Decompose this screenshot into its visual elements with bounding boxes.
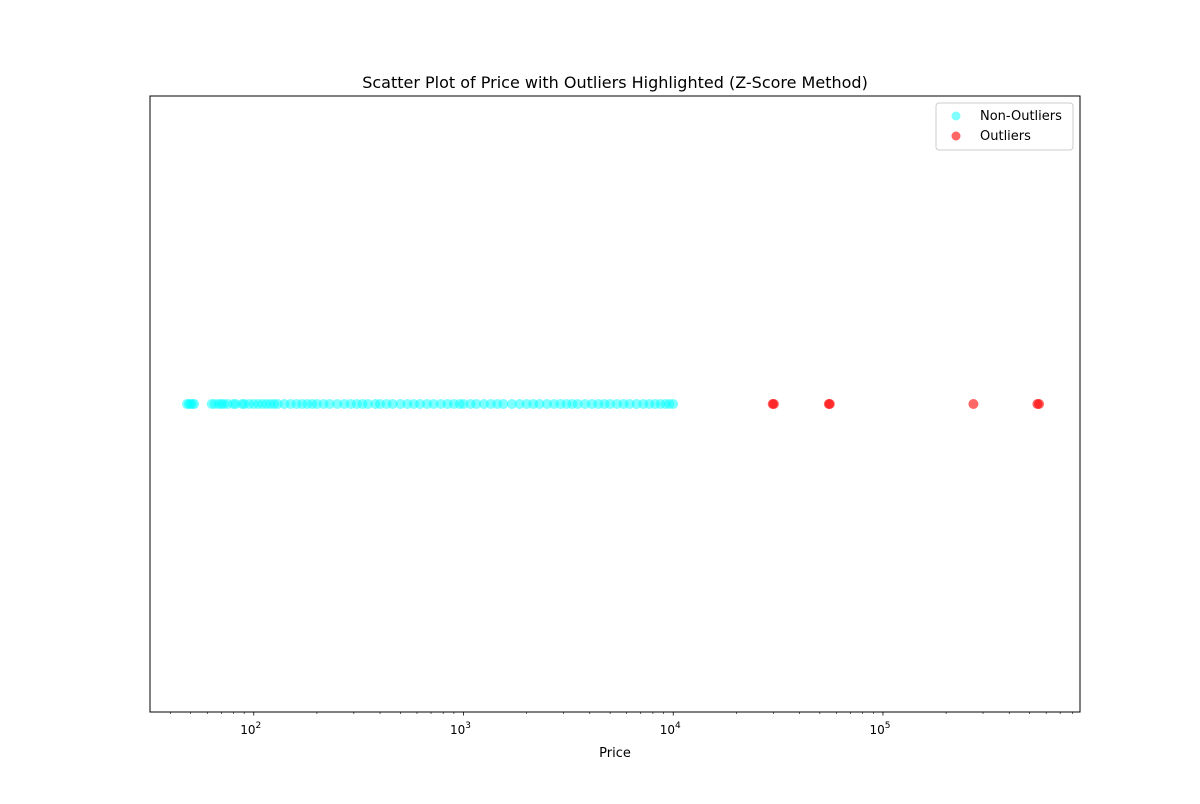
- point-non-outliers: [189, 399, 200, 409]
- point-non-outliers: [387, 399, 398, 409]
- point-non-outliers: [498, 399, 509, 409]
- x-tick-exponent: 2: [256, 721, 262, 731]
- point-non-outliers: [414, 399, 425, 409]
- plot-frame: [149, 95, 1081, 713]
- point-outliers: [968, 399, 979, 409]
- point-non-outliers: [362, 399, 373, 409]
- point-non-outliers: [541, 399, 552, 409]
- point-non-outliers: [506, 399, 517, 409]
- legend-box: [935, 102, 1074, 151]
- point-non-outliers: [534, 399, 545, 409]
- point-non-outliers: [605, 399, 616, 409]
- point-non-outliers: [572, 399, 583, 409]
- points-layer: [181, 399, 1045, 409]
- point-outliers: [824, 399, 835, 409]
- point-non-outliers: [458, 399, 469, 409]
- point-non-outliers: [332, 399, 343, 409]
- x-tick-exponent: 4: [675, 721, 681, 731]
- legend-marker-outliers: [951, 131, 961, 141]
- legend-label-outliers: Outliers: [980, 129, 1031, 144]
- point-non-outliers: [395, 399, 406, 409]
- x-axis-label: Price: [599, 746, 631, 761]
- point-non-outliers: [478, 399, 489, 409]
- x-tick-exponent: 5: [885, 721, 891, 731]
- point-outliers: [768, 399, 779, 409]
- point-non-outliers: [514, 399, 525, 409]
- legend-marker-non-outliers: [951, 111, 961, 121]
- point-non-outliers: [428, 399, 439, 409]
- legend: Non-Outliers Outliers: [935, 102, 1074, 151]
- point-non-outliers: [580, 399, 591, 409]
- point-non-outliers: [668, 399, 679, 409]
- chart-title: Scatter Plot of Price with Outliers High…: [362, 73, 868, 92]
- point-non-outliers: [471, 399, 482, 409]
- point-non-outliers: [624, 399, 635, 409]
- point-non-outliers: [324, 399, 335, 409]
- x-tick-exponent: 3: [465, 721, 471, 731]
- point-outliers: [1034, 399, 1045, 409]
- legend-label-non-outliers: Non-Outliers: [980, 109, 1062, 124]
